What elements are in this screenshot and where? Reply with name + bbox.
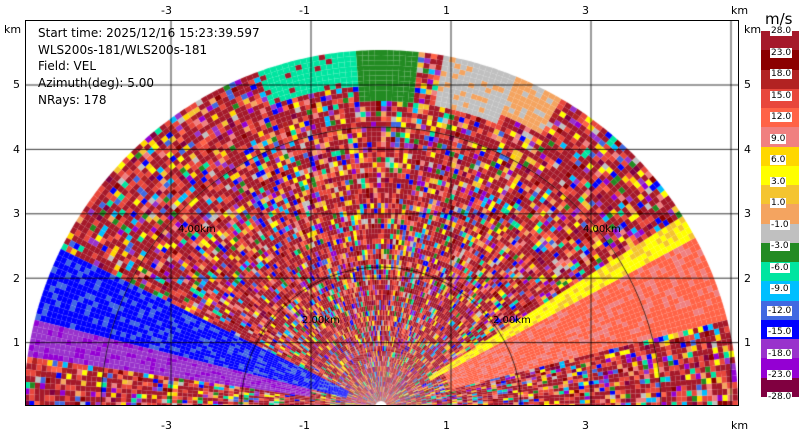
range-ring-label-2km-right: 2.00km <box>493 315 531 326</box>
y-tick-left: 3 <box>13 207 20 220</box>
start-time-label: Start time: 2025/12/16 15:23:39.597 <box>38 26 260 40</box>
colorbar-tick-label: -15.0 <box>767 327 793 338</box>
range-ring-label-4km-left: 4.00km <box>178 224 216 235</box>
colorbar-tick-label: -18.0 <box>767 348 793 359</box>
y-tick-right: 5 <box>744 78 751 91</box>
x-tick-bottom: 1 <box>443 419 450 432</box>
colorbar-swatch <box>761 204 799 225</box>
colorbar-tick-label: 28.0 <box>770 26 793 36</box>
instrument-label: WLS200s-181/WLS200s-181 <box>38 43 208 57</box>
x-unit-top: km <box>731 4 749 17</box>
range-ring-label-2km-left: 2.00km <box>302 315 340 326</box>
colorbar-tick-label: -28.0 <box>767 392 793 402</box>
x-tick-top: -1 <box>299 4 310 17</box>
y-tick-right: 4 <box>744 143 751 156</box>
x-tick-top: -3 <box>161 4 172 17</box>
y-unit-right: km <box>744 23 762 36</box>
y-tick-left: 4 <box>13 143 20 156</box>
ppi-plot-area[interactable] <box>25 20 739 406</box>
x-tick-top: 3 <box>582 4 589 17</box>
colorbar-tick-label: -9.0 <box>770 284 790 295</box>
colorbar-unit: m/s <box>765 10 793 28</box>
x-tick-bottom: -1 <box>299 419 310 432</box>
range-ring-label-4km-right: 4.00km <box>583 224 621 235</box>
colorbar-tick-label: 3.0 <box>770 176 787 187</box>
colorbar-tick-label: 15.0 <box>770 90 793 101</box>
y-tick-left: 5 <box>13 78 20 91</box>
y-tick-right: 3 <box>744 207 751 220</box>
x-tick-top: 1 <box>443 4 450 17</box>
azimuth-label: Azimuth(deg): 5.00 <box>38 76 155 90</box>
colorbar-tick-label: 6.0 <box>770 155 787 166</box>
field-label: Field: VEL <box>38 59 97 73</box>
colorbar-tick-label: 18.0 <box>770 69 793 80</box>
y-tick-left: 2 <box>13 272 20 285</box>
x-tick-bottom: 3 <box>582 419 589 432</box>
y-unit-left: km <box>4 23 22 36</box>
colorbar-tick-label: -3.0 <box>770 241 790 252</box>
y-tick-right: 1 <box>744 336 751 349</box>
colorbar-tick-label: 9.0 <box>770 133 787 144</box>
y-tick-right: 2 <box>744 272 751 285</box>
colorbar-tick-label: -6.0 <box>770 262 790 273</box>
y-tick-left: 1 <box>13 336 20 349</box>
nrays-label: NRays: 178 <box>38 93 107 107</box>
colorbar-tick-label: 1.0 <box>770 198 787 209</box>
colorbar-tick-label: 12.0 <box>770 112 793 123</box>
colorbar-tick-label: -12.0 <box>767 305 793 316</box>
ppi-radar-sweep <box>26 21 738 405</box>
colorbar-tick-label: -23.0 <box>767 370 793 381</box>
colorbar-tick-label: -1.0 <box>770 219 790 230</box>
x-tick-bottom: -3 <box>161 419 172 432</box>
x-unit-bottom: km <box>731 419 749 432</box>
colorbar-tick-label: 23.0 <box>770 47 793 58</box>
